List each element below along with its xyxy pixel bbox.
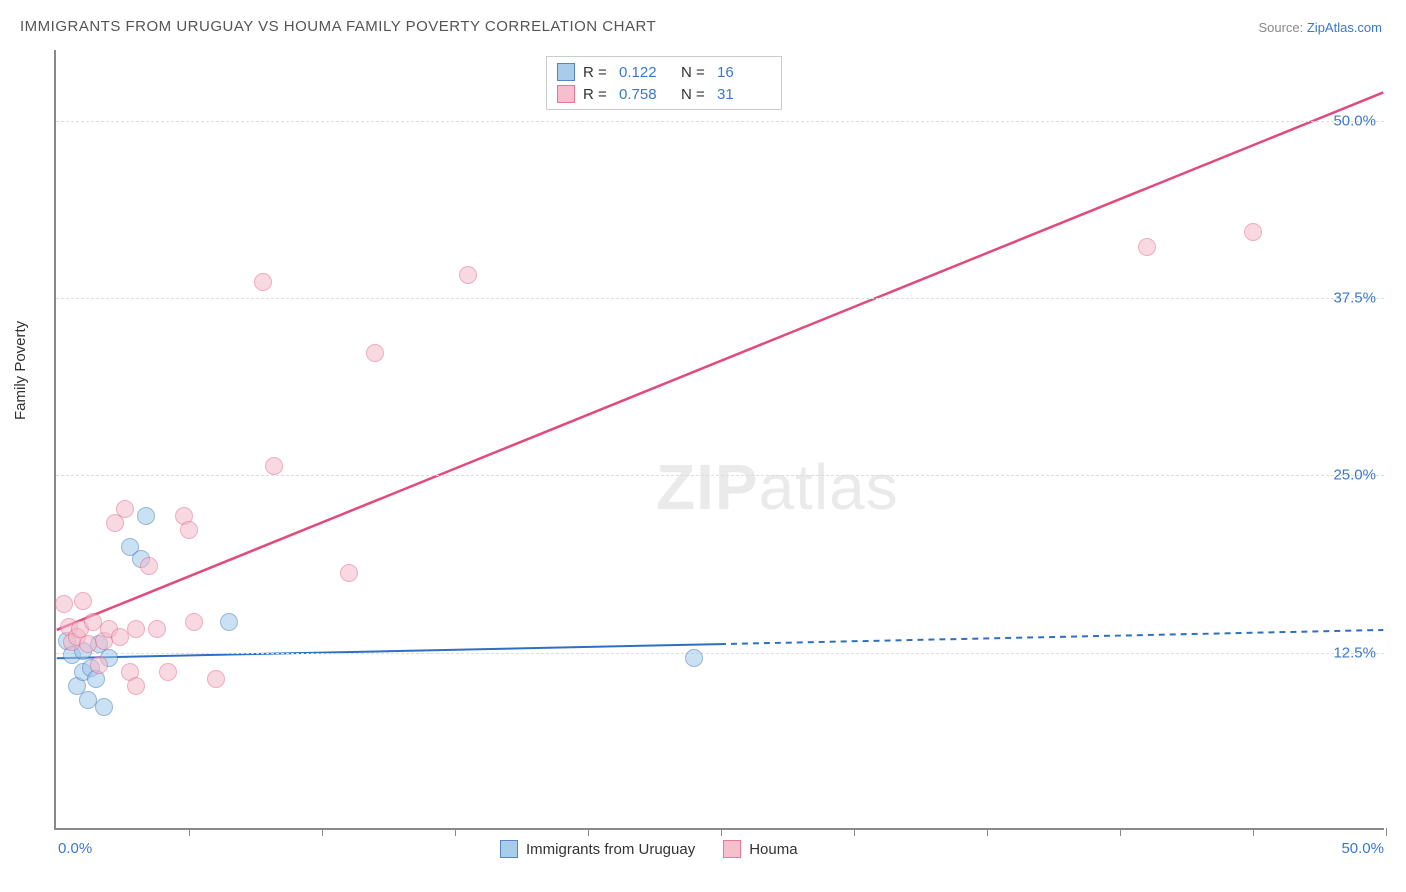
- r-value-1: 0.122: [619, 64, 673, 81]
- scatter-point: [127, 620, 145, 638]
- scatter-point: [254, 273, 272, 291]
- swatch-series-1: [557, 63, 575, 81]
- scatter-point: [207, 670, 225, 688]
- r-value-2: 0.758: [619, 86, 673, 103]
- n-label: N =: [681, 64, 709, 81]
- scatter-point: [180, 521, 198, 539]
- scatter-point: [55, 595, 73, 613]
- source-attribution: Source: ZipAtlas.com: [1258, 20, 1382, 35]
- scatter-point: [137, 507, 155, 525]
- watermark-bold: ZIP: [656, 451, 759, 523]
- y-axis-label: Family Poverty: [12, 321, 29, 420]
- x-max-label: 50.0%: [1341, 840, 1384, 857]
- series-legend: Immigrants from Uruguay Houma: [500, 840, 798, 858]
- x-origin-label: 0.0%: [58, 840, 92, 857]
- r-label: R =: [583, 86, 611, 103]
- y-tick-label: 50.0%: [1333, 112, 1376, 129]
- scatter-point: [79, 635, 97, 653]
- legend-label-1: Immigrants from Uruguay: [526, 841, 695, 858]
- n-value-2: 31: [717, 86, 771, 103]
- legend-item-1: Immigrants from Uruguay: [500, 840, 695, 858]
- chart-plot-area: R = 0.122 N = 16 R = 0.758 N = 31 ZIPatl…: [54, 50, 1384, 830]
- x-tick: [854, 828, 855, 836]
- x-tick: [322, 828, 323, 836]
- x-tick: [721, 828, 722, 836]
- correlation-legend: R = 0.122 N = 16 R = 0.758 N = 31: [546, 56, 782, 110]
- scatter-point: [366, 344, 384, 362]
- scatter-point: [220, 613, 238, 631]
- watermark-light: atlas: [759, 451, 899, 523]
- scatter-point: [90, 656, 108, 674]
- chart-title: IMMIGRANTS FROM URUGUAY VS HOUMA FAMILY …: [20, 18, 656, 35]
- trend-line-solid: [57, 92, 1384, 630]
- x-tick: [588, 828, 589, 836]
- source-link[interactable]: ZipAtlas.com: [1307, 20, 1382, 35]
- x-tick: [1253, 828, 1254, 836]
- scatter-point: [148, 620, 166, 638]
- gridline-h: [56, 653, 1384, 654]
- scatter-point: [185, 613, 203, 631]
- scatter-point: [265, 457, 283, 475]
- legend-row-series-2: R = 0.758 N = 31: [557, 83, 771, 105]
- scatter-point: [140, 557, 158, 575]
- y-tick-label: 37.5%: [1333, 290, 1376, 307]
- scatter-point: [340, 564, 358, 582]
- r-label: R =: [583, 64, 611, 81]
- legend-item-2: Houma: [723, 840, 797, 858]
- scatter-point: [127, 677, 145, 695]
- gridline-h: [56, 121, 1384, 122]
- legend-label-2: Houma: [749, 841, 797, 858]
- trend-lines-svg: [56, 50, 1384, 828]
- scatter-point: [459, 266, 477, 284]
- y-tick-label: 25.0%: [1333, 467, 1376, 484]
- y-tick-label: 12.5%: [1333, 644, 1376, 661]
- watermark: ZIPatlas: [656, 450, 899, 524]
- trend-line-dashed: [720, 630, 1383, 644]
- scatter-point: [74, 592, 92, 610]
- scatter-point: [685, 649, 703, 667]
- n-label: N =: [681, 86, 709, 103]
- x-tick: [1386, 828, 1387, 836]
- scatter-point: [95, 698, 113, 716]
- x-tick: [189, 828, 190, 836]
- scatter-point: [1244, 223, 1262, 241]
- scatter-point: [1138, 238, 1156, 256]
- gridline-h: [56, 298, 1384, 299]
- x-tick: [1120, 828, 1121, 836]
- x-tick: [455, 828, 456, 836]
- source-prefix: Source:: [1258, 20, 1306, 35]
- swatch-bottom-2: [723, 840, 741, 858]
- trend-line-solid: [57, 644, 720, 658]
- scatter-point: [159, 663, 177, 681]
- legend-row-series-1: R = 0.122 N = 16: [557, 61, 771, 83]
- swatch-bottom-1: [500, 840, 518, 858]
- swatch-series-2: [557, 85, 575, 103]
- x-tick: [987, 828, 988, 836]
- n-value-1: 16: [717, 64, 771, 81]
- gridline-h: [56, 475, 1384, 476]
- scatter-point: [116, 500, 134, 518]
